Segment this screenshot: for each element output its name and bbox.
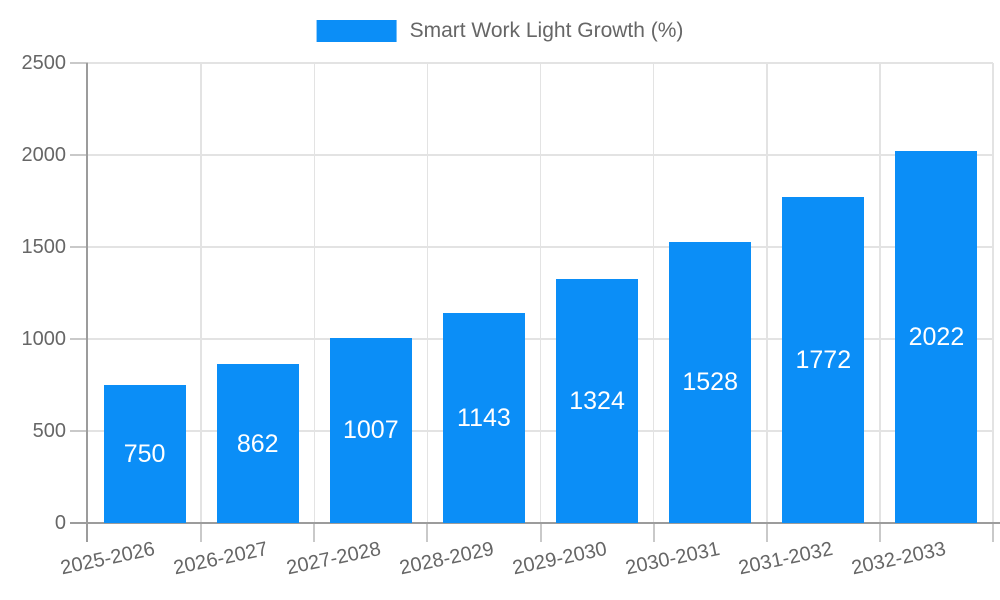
x-axis-tick bbox=[992, 523, 994, 542]
bar-value-label: 2022 bbox=[908, 322, 965, 351]
gridline-vertical bbox=[539, 63, 542, 523]
y-axis-tick bbox=[70, 62, 88, 64]
gridline-vertical bbox=[200, 63, 202, 523]
y-axis-tick bbox=[70, 338, 88, 340]
bar bbox=[669, 241, 752, 523]
gridline-vertical bbox=[313, 63, 315, 523]
x-axis-tick bbox=[539, 523, 542, 542]
bar bbox=[216, 364, 299, 523]
legend-swatch bbox=[316, 20, 397, 42]
bar-value-label: 1143 bbox=[457, 403, 511, 432]
gridline-vertical bbox=[426, 63, 429, 523]
legend-label: Smart Work Light Growth (%) bbox=[409, 19, 684, 42]
y-axis-tick-label: 2000 bbox=[21, 144, 67, 166]
x-axis-tick bbox=[200, 523, 203, 542]
gridline-vertical bbox=[992, 63, 994, 523]
x-axis-tick bbox=[878, 523, 881, 542]
bar bbox=[103, 385, 186, 523]
y-axis-tick-label: 1000 bbox=[21, 328, 67, 350]
y-axis-tick-label: 500 bbox=[32, 420, 66, 442]
x-axis-tick bbox=[313, 523, 316, 542]
bar-value-label: 1324 bbox=[569, 387, 625, 416]
x-axis-tick bbox=[652, 523, 655, 542]
y-axis-line bbox=[86, 63, 88, 542]
bar bbox=[329, 337, 412, 523]
y-axis-tick bbox=[70, 430, 88, 432]
x-axis-tick bbox=[765, 523, 768, 542]
y-axis-tick bbox=[70, 154, 88, 156]
bar-value-label: 1772 bbox=[795, 345, 852, 374]
bar bbox=[895, 150, 978, 523]
y-axis-tick bbox=[70, 246, 88, 248]
bar bbox=[782, 196, 865, 523]
gridline-vertical bbox=[879, 63, 881, 523]
y-axis-tick-label: 1500 bbox=[21, 236, 67, 258]
bar-value-label: 1007 bbox=[343, 416, 399, 445]
bar-value-label: 1528 bbox=[682, 368, 738, 397]
bar bbox=[442, 312, 525, 523]
bar bbox=[556, 279, 639, 523]
gridline-vertical bbox=[652, 63, 655, 523]
y-axis-tick-label: 0 bbox=[54, 512, 66, 534]
gridline-vertical bbox=[766, 63, 768, 523]
x-axis-tick bbox=[426, 523, 429, 542]
y-axis-tick-label: 2500 bbox=[21, 52, 67, 74]
bar-value-label: 750 bbox=[123, 440, 166, 468]
bar-value-label: 862 bbox=[236, 429, 279, 458]
chart-legend: Smart Work Light Growth (%) bbox=[316, 19, 684, 43]
x-axis-line bbox=[70, 522, 1000, 524]
